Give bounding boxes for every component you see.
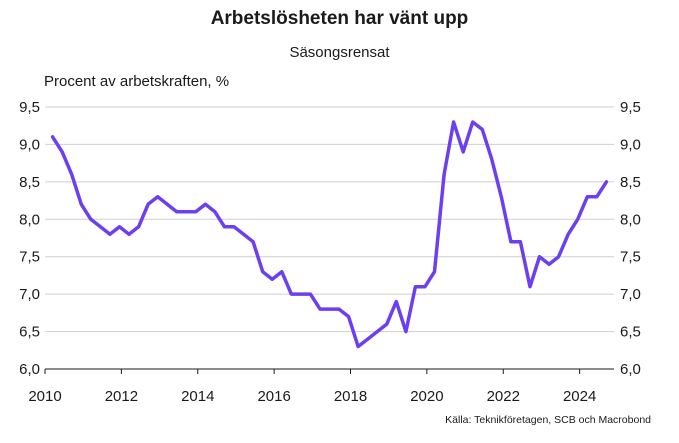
chart-subtitle: Säsongsrensat — [289, 44, 390, 61]
y-tick-label-left: 9,0 — [19, 136, 40, 153]
y-tick-label-left: 6,0 — [19, 361, 40, 378]
series-layer — [50, 120, 609, 349]
x-tick-label: 2018 — [334, 388, 367, 405]
x-tick-label: 2014 — [181, 388, 214, 405]
y-tick-label-left: 8,5 — [19, 174, 40, 191]
y-tick-label-right: 8,0 — [620, 211, 641, 228]
y-tick-label-left: 8,0 — [19, 211, 40, 228]
y-tick-label-left: 6,5 — [19, 324, 40, 341]
series-line — [50, 120, 609, 349]
grid-layer — [45, 106, 614, 333]
axis-layer — [44, 368, 614, 374]
x-tick-label: 2020 — [410, 388, 443, 405]
y-tick-label-right: 8,5 — [620, 174, 641, 191]
y-tick-label-right: 7,0 — [620, 286, 641, 303]
x-tick-label: 2010 — [28, 388, 61, 405]
chart-title: Arbetslösheten har vänt upp — [210, 8, 469, 29]
y-tick-label-left: 7,0 — [19, 286, 40, 303]
x-tick-label: 2016 — [257, 388, 290, 405]
y-tick-label-right: 7,5 — [620, 249, 641, 266]
y-tick-label-left: 9,5 — [19, 99, 40, 116]
tick-layer: 6,0 6,0 6,5 6,5 7,0 7,0 7,5 7,5 8,0 8,0 8,5 8,5 9,0 9… — [19, 99, 641, 405]
y-tick-label-right: 6,0 — [620, 361, 641, 378]
x-tick-label: 2012 — [105, 388, 138, 405]
source-note: Källa: Teknikföretagen, SCB och Macrobon… — [445, 414, 651, 426]
y-tick-label-right: 9,0 — [620, 136, 641, 153]
y-tick-label-left: 7,5 — [19, 249, 40, 266]
y-axis-label: Procent av arbetskraften, % — [44, 73, 230, 90]
x-tick-label: 2024 — [563, 388, 596, 405]
y-tick-label-right: 6,5 — [620, 324, 641, 341]
x-tick-label: 2022 — [487, 388, 520, 405]
y-tick-label-right: 9,5 — [620, 99, 641, 116]
